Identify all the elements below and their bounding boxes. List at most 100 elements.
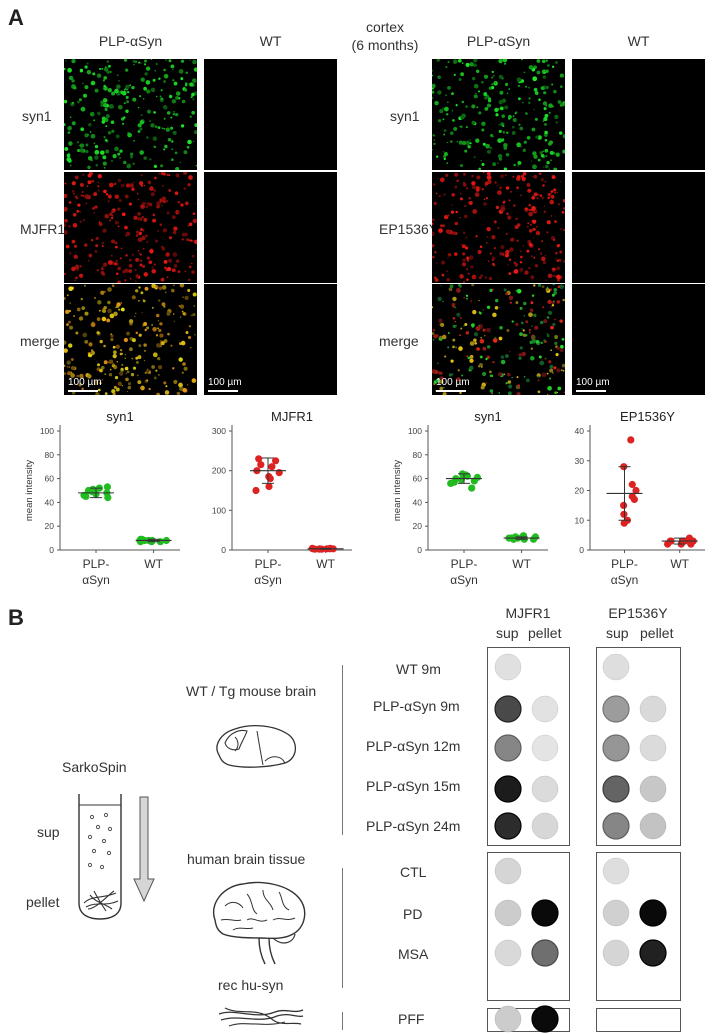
micrograph-speckle (460, 72, 464, 77)
micrograph-speckle (163, 148, 166, 151)
micrograph-speckle (79, 143, 85, 148)
micrograph-speckle (102, 228, 107, 233)
row-label-syn1-left: syn1 (22, 108, 52, 124)
micrograph-speckle (157, 230, 159, 232)
micrograph-speckle (432, 69, 434, 72)
micrograph-speckle (461, 244, 466, 249)
micrograph-speckle (505, 131, 509, 134)
blot-spot (494, 775, 522, 803)
micrograph-speckle (134, 268, 137, 271)
micrograph-speckle (130, 155, 133, 159)
micrograph-speckle (114, 88, 119, 94)
micrograph-speckle (142, 299, 146, 303)
micrograph-speckle (491, 86, 495, 90)
blot-spot (639, 899, 667, 927)
micrograph-speckle (71, 59, 76, 64)
micrograph-speckle (467, 356, 471, 360)
group-separator (342, 1012, 343, 1030)
micrograph-speckle (456, 288, 461, 293)
micrograph-speckle (528, 211, 533, 217)
micrograph-speckle (100, 100, 104, 105)
micrograph-speckle (450, 204, 453, 206)
micrograph-speckle (488, 276, 493, 281)
micrograph-speckle (528, 97, 531, 100)
micrograph-speckle (183, 187, 186, 190)
micrograph-speckle (523, 140, 527, 144)
plot-syn1-left: syn1 0 20 40 60 80 100 mean intensity PLP-αSyn WT (24, 409, 180, 587)
micrograph-speckle (139, 150, 144, 155)
micrograph-speckle (522, 148, 526, 153)
micrograph-speckle (444, 355, 447, 358)
micrograph-speckle (120, 367, 124, 371)
micrograph-speckle (151, 365, 155, 369)
micrograph-speckle (141, 312, 143, 314)
micrograph-speckle (453, 126, 458, 131)
micrograph-speckle (515, 322, 519, 326)
micrograph-speckle (547, 196, 550, 200)
micrograph-speckle (435, 334, 439, 338)
micrograph-speckle (454, 221, 459, 226)
micrograph-speckle (484, 107, 489, 111)
micrograph-speckle (86, 70, 92, 75)
micrograph-speckle (433, 276, 437, 280)
micrograph-speckle (113, 350, 117, 355)
micrograph-speckle (534, 325, 539, 330)
micrograph-speckle (160, 97, 164, 101)
micrograph-speckle (146, 256, 151, 260)
micrograph-speckle (80, 297, 84, 301)
micrograph-speckle (492, 74, 495, 77)
micrograph-speckle (542, 120, 545, 122)
micrograph-speckle (94, 144, 99, 149)
micrograph-speckle (192, 212, 196, 216)
micrograph-speckle (159, 333, 164, 338)
micrograph-speckle (466, 256, 470, 260)
micrograph-speckle (499, 252, 503, 256)
micrograph-speckle (94, 155, 99, 160)
micrograph-speckle (512, 115, 515, 118)
micrograph-speckle (451, 92, 454, 95)
micrograph-speckle (106, 70, 110, 74)
micrograph-speckle (149, 158, 152, 161)
micrograph-speckle (84, 194, 90, 200)
micrograph-speckle (538, 172, 542, 176)
blot-spot (602, 653, 630, 681)
micrograph-speckle (101, 379, 104, 381)
blot-spot (602, 695, 630, 723)
col-title-wt-left: WT (259, 33, 282, 49)
micrograph-speckle (558, 258, 562, 262)
micrograph-speckle (171, 148, 173, 150)
micrograph-speckle (119, 352, 123, 356)
micrograph-speckle (508, 272, 512, 275)
micrograph-speckle (499, 90, 504, 95)
micrograph-speckle (94, 250, 98, 253)
micrograph-speckle (71, 79, 75, 83)
micrograph-speckle (183, 172, 188, 175)
micrograph-speckle (548, 111, 551, 114)
micrograph-speckle (143, 343, 147, 347)
micrograph-speckle (519, 126, 524, 131)
micrograph-speckle (123, 160, 127, 165)
micrograph-speckle (94, 205, 98, 209)
micrograph-speckle (452, 296, 457, 302)
micrograph-speckle (133, 63, 135, 66)
micrograph-speckle (437, 371, 441, 375)
micrograph-speckle (131, 187, 135, 191)
micrograph-speckle (75, 276, 78, 280)
micrograph-speckle (145, 66, 151, 71)
micrograph-speckle (451, 192, 456, 197)
micrograph-speckle (538, 355, 542, 359)
micrograph-speckle (104, 213, 109, 219)
group-title-rec: rec hu-syn (218, 977, 284, 993)
micrograph-speckle (466, 268, 468, 270)
micrograph-speckle (563, 391, 565, 394)
micrograph-speckle (533, 87, 538, 92)
micrograph-speckle (491, 235, 496, 240)
micrograph-speckle (112, 363, 115, 366)
micrograph-speckle (463, 214, 468, 219)
micrograph-speckle (68, 75, 74, 81)
micrograph-speckle (512, 117, 517, 123)
micrograph-speckle (115, 344, 120, 349)
micrograph-speckle (522, 329, 525, 332)
micrograph-speckle (463, 281, 465, 283)
micrograph-speckle (438, 323, 441, 326)
